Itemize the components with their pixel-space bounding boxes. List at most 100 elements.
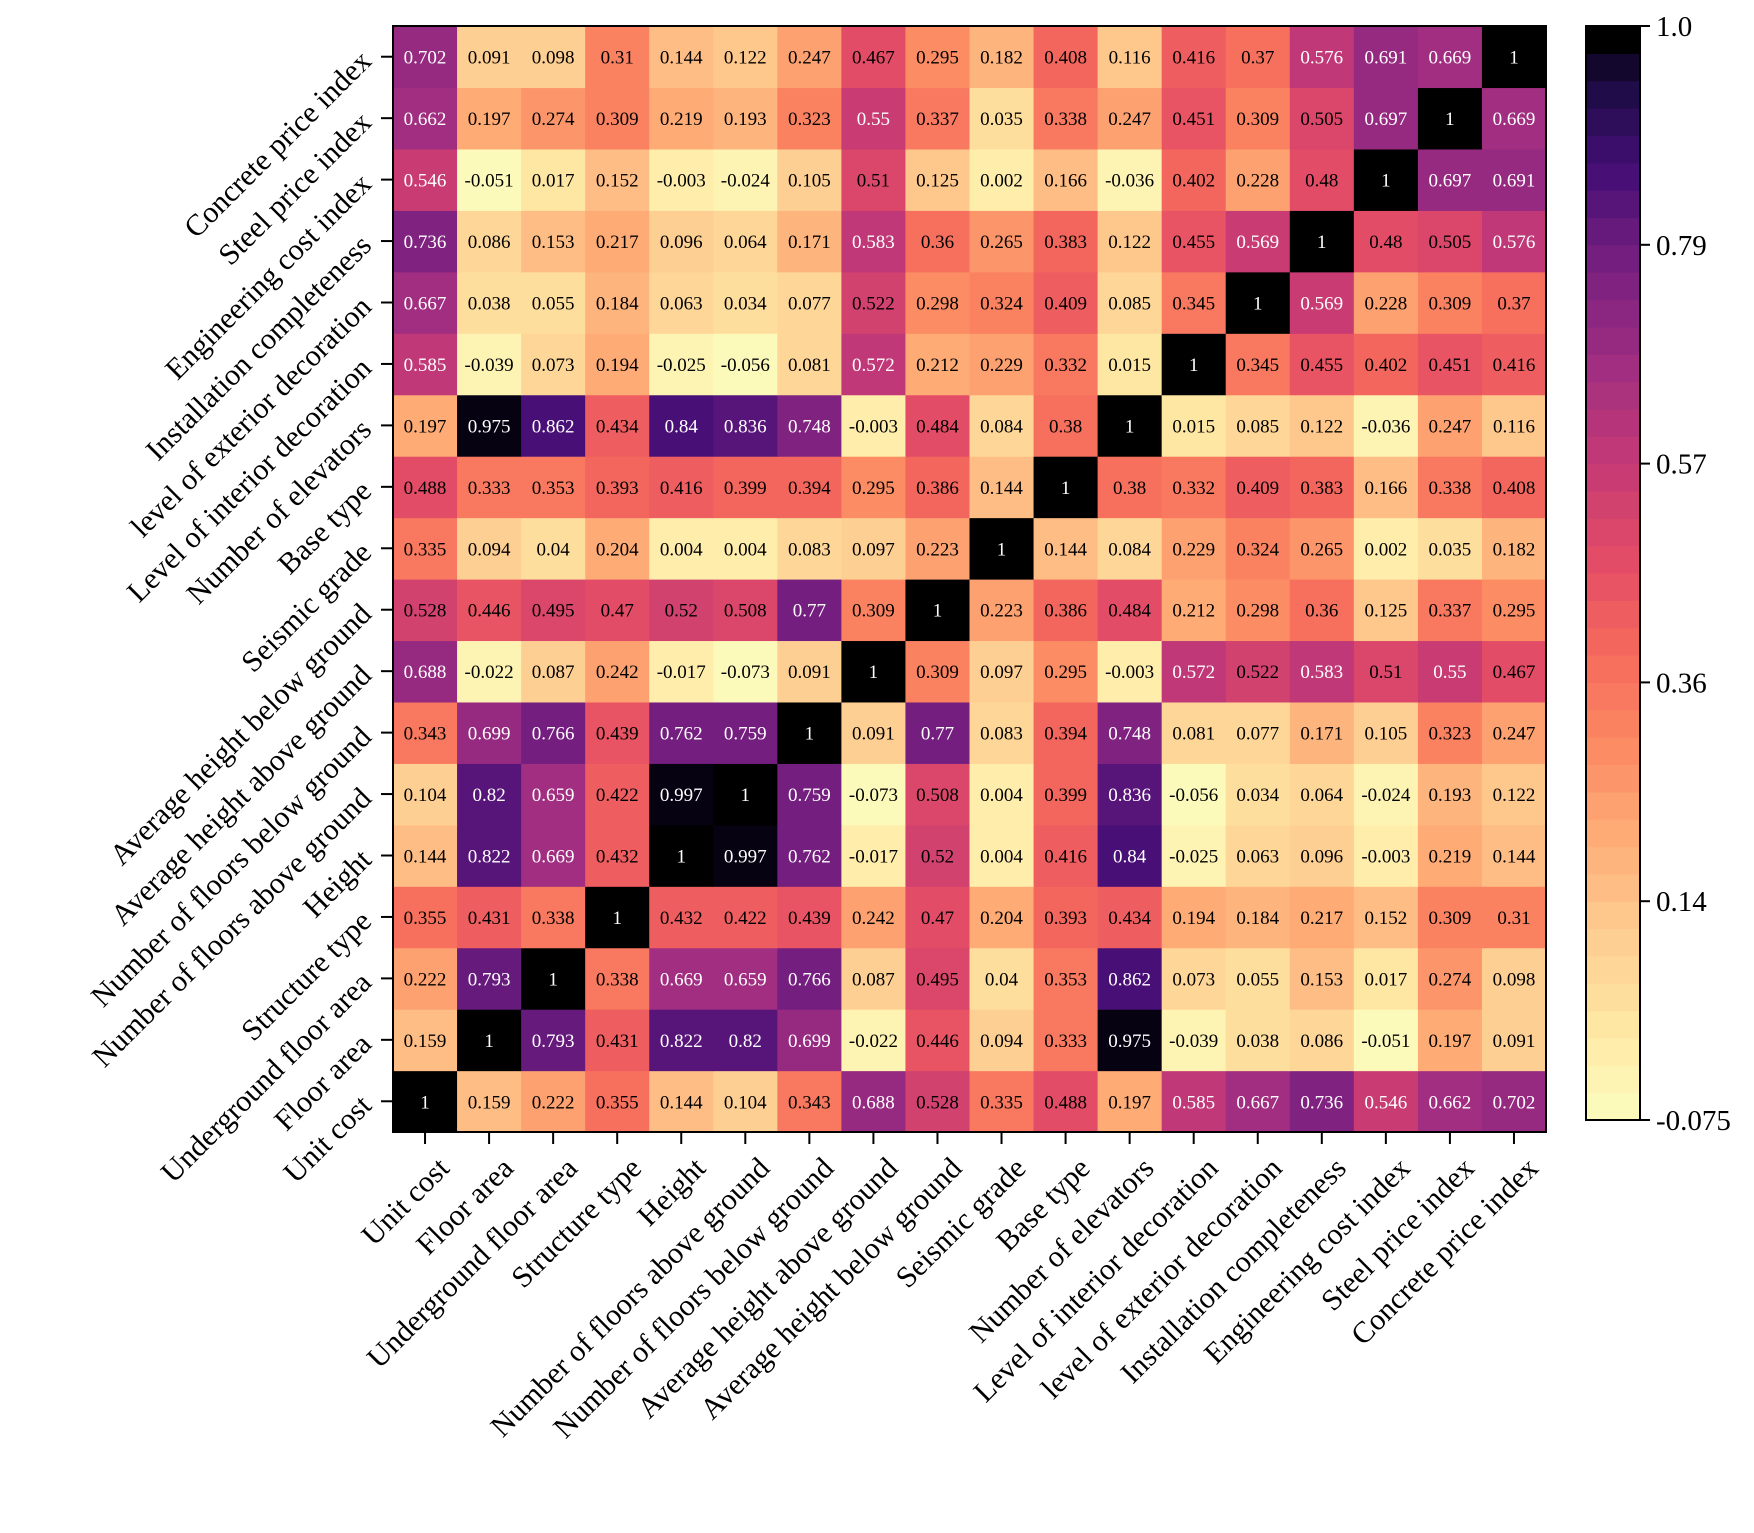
heatmap-cell-steel-price-index-steel-price-index	[1417, 87, 1483, 150]
heatmap-cell-underground-floor-area-seismic-grade	[969, 947, 1035, 1010]
cell-value-label: 1	[1317, 232, 1327, 253]
cell-value-label: 0.171	[788, 232, 831, 253]
heatmap-cell-engineering-cost-index-number-of-elevators	[1097, 148, 1163, 211]
cell-value-label: 0.004	[724, 539, 767, 560]
colorbar-segment	[1586, 217, 1640, 246]
heatmap-cell-average-height-below-ground-level-of-exterior-decoration	[1225, 579, 1291, 642]
cell-value-label: -0.051	[1361, 1031, 1410, 1052]
cell-value-label: 0.343	[404, 724, 447, 745]
cell-value-label: 0.197	[468, 109, 511, 130]
cell-value-label: 0.084	[980, 416, 1023, 437]
heatmap-cell-base-type-level-of-exterior-decoration	[1225, 456, 1291, 519]
heatmap-cell-level-of-interior-decoration-engineering-cost-index	[1353, 333, 1419, 396]
cell-value-label: 0.736	[404, 232, 447, 253]
cell-value-label: 0.309	[916, 662, 959, 683]
colorbar-segment	[1586, 573, 1640, 601]
cell-value-label: 0.098	[1493, 969, 1536, 990]
colorbar-segment	[1586, 381, 1640, 410]
cell-value-label: 0.166	[1044, 171, 1087, 192]
cell-value-label: 0.576	[1300, 48, 1343, 69]
cell-value-label: 0.793	[532, 1031, 575, 1052]
cell-value-label: 0.669	[660, 969, 703, 990]
cell-value-label: 0.862	[1108, 969, 1151, 990]
cell-value-label: 0.247	[1493, 724, 1536, 745]
cell-value-label: 1	[1253, 294, 1263, 315]
cell-value-label: 0.332	[1044, 355, 1087, 376]
cell-value-label: 0.063	[1236, 847, 1279, 868]
cell-value-label: 0.298	[1236, 601, 1279, 622]
colorbar-segment	[1586, 1092, 1640, 1121]
cell-value-label: 0.505	[1429, 232, 1472, 253]
colorbar-segment	[1586, 873, 1640, 902]
cell-value-label: 0.077	[788, 294, 831, 315]
heatmap-cell-level-of-exterior-decoration-average-height-below-ground	[905, 271, 971, 334]
heatmap-cell-floor-area-number-of-floors-below-ground	[777, 1009, 842, 1072]
heatmap-cell-unit-cost-seismic-grade	[969, 1070, 1035, 1133]
cell-value-label: 0.402	[1172, 171, 1215, 192]
colorbar: 1.0 0.79 0.57 0.36 0.14 -0.075	[1585, 11, 1731, 1137]
cell-value-label: 0.47	[921, 908, 954, 929]
cell-value-label: 0.416	[1493, 355, 1536, 376]
heatmap-cell-floor-area-unit-cost	[393, 1009, 458, 1072]
colorbar-segment	[1586, 600, 1640, 629]
cell-value-label: 0.699	[468, 724, 511, 745]
cell-value-label: 0.085	[1236, 416, 1279, 437]
cell-value-label: 0.484	[1108, 601, 1151, 622]
cell-value-label: 0.144	[404, 847, 447, 868]
cell-value-label: 0.822	[468, 847, 511, 868]
cell-value-label: 0.091	[788, 662, 831, 683]
cell-value-label: 0.394	[788, 478, 831, 499]
heatmap-cell-number-of-floors-above-ground-seismic-grade	[969, 763, 1035, 826]
cell-value-label: 0.159	[468, 1092, 511, 1113]
heatmap-cell-concrete-price-index-steel-price-index	[1417, 26, 1483, 89]
cell-value-label: 0.171	[1300, 724, 1343, 745]
heatmap-cell-unit-cost-base-type	[1033, 1070, 1099, 1133]
cell-value-label: 1	[741, 785, 751, 806]
cell-value-label: 0.086	[468, 232, 511, 253]
heatmap-cell-base-type-steel-price-index	[1417, 456, 1483, 519]
heatmap-cell-base-type-floor-area	[457, 456, 522, 519]
heatmap-cell-base-type-base-type	[1033, 456, 1099, 519]
heatmap-cell-height-height	[649, 824, 714, 887]
colorbar-segment	[1586, 764, 1640, 793]
cell-value-label: 0.36	[1305, 601, 1338, 622]
cell-value-label: 0.409	[1044, 294, 1087, 315]
cell-value-label: 0.399	[1044, 785, 1087, 806]
colorbar-segment	[1586, 545, 1640, 574]
cell-value-label: 0.434	[1108, 908, 1151, 929]
heatmap-cell-number-of-floors-below-ground-height	[649, 701, 714, 764]
heatmap-cell-seismic-grade-level-of-exterior-decoration	[1225, 517, 1291, 580]
colorbar-segment	[1586, 1065, 1640, 1094]
heatmap-cell-level-of-interior-decoration-level-of-exterior-decoration	[1225, 333, 1291, 396]
heatmap-cell-unit-cost-floor-area	[457, 1070, 522, 1133]
heatmap-cell-number-of-elevators-concrete-price-index	[1481, 394, 1547, 457]
heatmap-cell-structure-type-level-of-exterior-decoration	[1225, 886, 1291, 949]
heatmap-cell-average-height-below-ground-installation-completeness	[1289, 579, 1355, 642]
heatmap-cell-average-height-above-ground-steel-price-index	[1417, 640, 1483, 703]
heatmap-cell-number-of-elevators-level-of-exterior-decoration	[1225, 394, 1291, 457]
cell-value-label: 0.247	[1108, 109, 1151, 130]
cell-value-label: 0.197	[404, 416, 447, 437]
cell-value-label: 0.82	[729, 1031, 762, 1052]
cell-value-label: 0.333	[468, 478, 511, 499]
cell-value-label: 0.484	[916, 416, 959, 437]
heatmap-cell-average-height-above-ground-number-of-floors-below-ground	[777, 640, 842, 703]
heatmap-cell-level-of-interior-decoration-structure-type	[585, 333, 650, 396]
heatmap-cell-installation-completeness-steel-price-index	[1417, 210, 1483, 273]
heatmap-cell-steel-price-index-installation-completeness	[1289, 87, 1355, 150]
cell-value-label: 1	[677, 847, 687, 868]
heatmap-cell-height-level-of-exterior-decoration	[1225, 824, 1291, 887]
heatmap-cell-level-of-interior-decoration-unit-cost	[393, 333, 458, 396]
heatmap-cell-engineering-cost-index-number-of-floors-above-ground	[713, 148, 778, 211]
cell-value-label: 0.229	[1172, 539, 1215, 560]
heatmap-cell-installation-completeness-level-of-exterior-decoration	[1225, 210, 1291, 273]
heatmap-cell-number-of-elevators-seismic-grade	[969, 394, 1035, 457]
heatmap-cell-underground-floor-area-floor-area	[457, 947, 522, 1010]
heatmap-cell-average-height-below-ground-seismic-grade	[969, 579, 1035, 642]
heatmap-cell-steel-price-index-average-height-below-ground	[905, 87, 971, 150]
cell-value-label: 0.77	[793, 601, 826, 622]
heatmap-cell-average-height-above-ground-number-of-floors-above-ground	[713, 640, 778, 703]
cell-value-label: 0.212	[916, 355, 959, 376]
heatmap-cell-height-number-of-floors-above-ground	[713, 824, 778, 887]
